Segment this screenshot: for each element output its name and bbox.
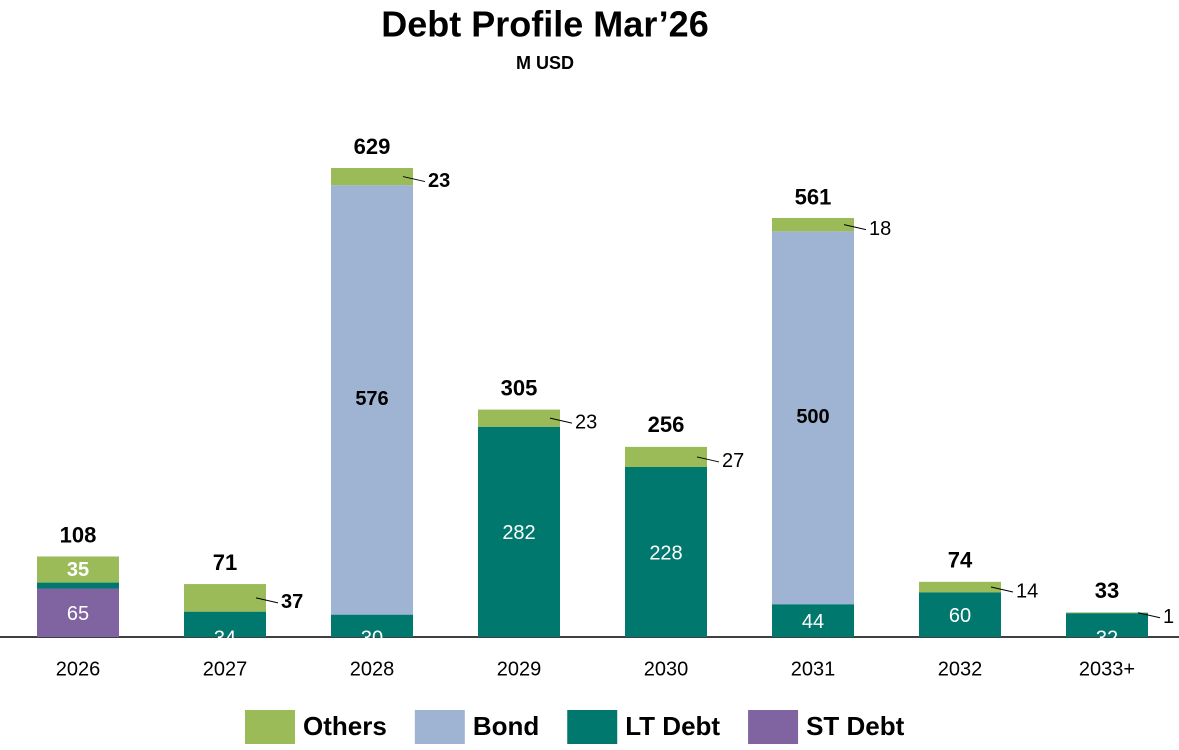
segment-label: 282 (502, 522, 535, 544)
legend-label: LT Debt (625, 711, 720, 741)
x-tick-label: 2028 (350, 658, 395, 680)
chart-subtitle: M USD (516, 53, 574, 73)
segment-label: 18 (869, 218, 891, 240)
x-tick-label: 2031 (791, 658, 836, 680)
leader-line (549, 417, 573, 424)
total-label: 629 (354, 134, 391, 159)
x-tick-label: 2029 (497, 658, 542, 680)
segment-label: 27 (722, 450, 744, 472)
total-label: 33 (1095, 578, 1119, 603)
segment-label: 500 (796, 406, 829, 428)
total-label: 108 (60, 522, 97, 547)
total-label: 74 (948, 548, 973, 573)
bar-segment (919, 592, 1001, 637)
bar-segment (772, 231, 854, 605)
bar-segment (478, 426, 560, 637)
legend-label: Others (303, 711, 387, 741)
legend-swatch (245, 710, 295, 744)
bar-segment (37, 582, 119, 589)
bar-segment (37, 556, 119, 583)
segment-label: 576 (355, 388, 388, 410)
bar-segment (919, 581, 1001, 593)
total-label: 305 (501, 375, 538, 400)
leader-line (255, 597, 279, 604)
bar-segment (331, 168, 413, 186)
segment-label: 1 (1163, 606, 1174, 628)
bar-segment (331, 614, 413, 637)
x-tick-label: 2032 (938, 658, 983, 680)
bar-segment (625, 446, 707, 467)
legend-swatch (567, 710, 618, 744)
total-label: 71 (213, 550, 237, 575)
bar-segment (772, 217, 854, 232)
total-label: 561 (795, 185, 832, 210)
segment-label: 23 (428, 170, 450, 192)
bar-segment (478, 409, 560, 427)
bar-segment (331, 185, 413, 615)
bar-segment (1066, 612, 1148, 614)
bar-segment (772, 604, 854, 637)
bar-segment (37, 588, 119, 637)
leader-line (402, 176, 426, 183)
bar-segment (184, 611, 266, 637)
segment-label: 32 (1096, 627, 1118, 649)
legend-label: Bond (473, 711, 539, 741)
x-tick-label: 2027 (203, 658, 248, 680)
x-tick-label: 2033+ (1079, 658, 1135, 680)
leader-line (1137, 612, 1161, 619)
segment-label: 23 (575, 411, 597, 433)
segment-label: 37 (281, 591, 303, 613)
segment-label: 44 (802, 611, 824, 633)
segment-label: 60 (949, 605, 971, 627)
segment-label: 14 (1016, 580, 1038, 602)
chart-title: Debt Profile Mar’26 (381, 4, 708, 45)
total-label: 256 (648, 412, 685, 437)
leader-line (843, 224, 867, 231)
segment-label: 30 (361, 627, 383, 649)
segment-label: 228 (649, 542, 682, 564)
x-tick-label: 2030 (644, 658, 689, 680)
bar-segment (184, 584, 266, 612)
segment-label: 34 (214, 627, 236, 649)
segment-label: 35 (67, 559, 89, 581)
segment-label: 65 (67, 603, 89, 625)
legend-label: ST Debt (806, 711, 905, 741)
legend-swatch (748, 710, 799, 744)
leader-line (990, 586, 1014, 593)
x-tick-label: 2026 (56, 658, 101, 680)
bar-segment (625, 466, 707, 637)
legend-swatch (414, 710, 465, 744)
leader-line (696, 456, 720, 463)
bar-segment (1066, 613, 1148, 637)
